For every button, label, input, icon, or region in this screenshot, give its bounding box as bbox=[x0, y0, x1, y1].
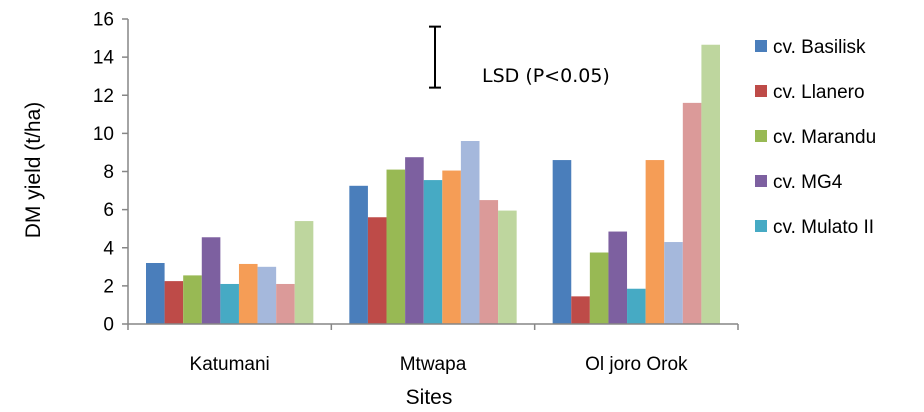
y-tick-label: 12 bbox=[93, 86, 114, 107]
x-tick-label: Mtwapa bbox=[400, 354, 467, 375]
bar bbox=[571, 296, 590, 324]
legend-swatch bbox=[755, 175, 767, 187]
bar bbox=[405, 157, 424, 324]
bar bbox=[220, 283, 239, 324]
y-tick-label: 6 bbox=[103, 200, 114, 221]
legend-label: cv. Llanero bbox=[773, 82, 865, 103]
x-tick-label: Ol joro Orok bbox=[585, 354, 688, 375]
y-axis-title: DM yield (t/ha) bbox=[22, 102, 45, 239]
bar bbox=[627, 288, 646, 324]
bar bbox=[664, 242, 683, 324]
bar bbox=[386, 169, 406, 324]
y-tick-label: 10 bbox=[93, 124, 114, 145]
bar bbox=[294, 221, 314, 324]
bar bbox=[682, 102, 702, 324]
bar bbox=[349, 185, 368, 324]
bar bbox=[146, 263, 165, 324]
bar bbox=[276, 283, 295, 324]
bar bbox=[164, 281, 184, 324]
legend-label: cv. Mulato II bbox=[773, 217, 874, 238]
bar bbox=[498, 210, 517, 324]
legend-swatch bbox=[755, 220, 767, 232]
bar bbox=[645, 160, 665, 324]
legend-label: cv. Basilisk bbox=[773, 37, 866, 58]
bar bbox=[367, 217, 387, 324]
legend: cv. Basilisk cv. Llanero cv. Marandu cv. MG… bbox=[755, 37, 876, 238]
x-ticks: Katumani Mtwapa Ol joro Orok bbox=[127, 324, 739, 375]
y-tick-label: 0 bbox=[103, 315, 114, 336]
x-axis-title: Sites bbox=[406, 386, 453, 409]
y-ticks: 0 2 4 6 8 10 12 14 16 bbox=[93, 10, 128, 336]
lsd-error-bar bbox=[429, 25, 441, 89]
bar bbox=[423, 180, 443, 324]
legend-swatch bbox=[755, 40, 767, 52]
y-tick-label: 4 bbox=[103, 238, 114, 259]
legend-label: cv. Marandu bbox=[773, 127, 876, 148]
bar bbox=[442, 170, 461, 324]
bar bbox=[257, 266, 277, 324]
bar bbox=[608, 231, 628, 324]
bar bbox=[701, 44, 720, 324]
bar bbox=[589, 252, 609, 324]
y-tick-label: 16 bbox=[93, 10, 114, 31]
legend-label: cv. MG4 bbox=[773, 172, 843, 193]
bar bbox=[238, 263, 258, 324]
legend-swatch bbox=[755, 85, 767, 97]
bars-layer bbox=[146, 44, 720, 324]
y-tick-label: 8 bbox=[103, 162, 114, 183]
y-tick-label: 14 bbox=[93, 48, 115, 69]
bar bbox=[183, 275, 202, 324]
bar bbox=[201, 237, 221, 324]
x-tick-label: Katumani bbox=[190, 354, 270, 375]
bar bbox=[479, 200, 499, 324]
lsd-label: LSD (P<0.05) bbox=[482, 65, 610, 87]
y-tick-label: 2 bbox=[103, 276, 114, 297]
legend-swatch bbox=[755, 130, 767, 142]
bar bbox=[460, 141, 480, 324]
bar bbox=[552, 160, 572, 324]
